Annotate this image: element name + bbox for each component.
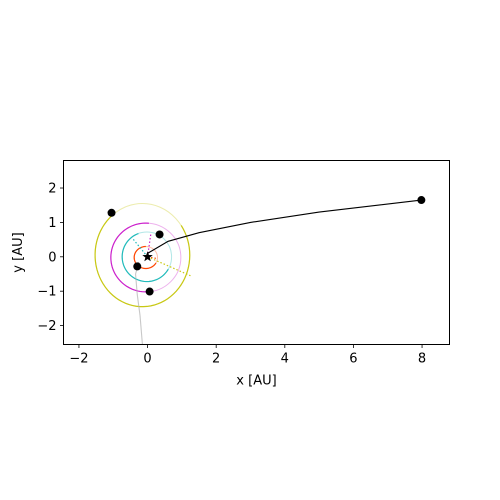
orbit-trail-3 — [94, 215, 191, 308]
x-tick-label: −2 — [69, 352, 88, 367]
orbit-trail-2 — [110, 222, 153, 293]
trajectory-4 — [147, 199, 422, 254]
x-tick-label: 2 — [212, 352, 220, 367]
y-tick-label: −2 — [37, 319, 56, 334]
y-tick-label: 2 — [48, 182, 56, 197]
plot-content — [94, 196, 426, 345]
planet-marker-6 — [155, 230, 164, 239]
x-tick-label: 0 — [143, 352, 151, 367]
x-tick-label: 4 — [281, 352, 289, 367]
planet-marker-2 — [145, 287, 154, 296]
axes-frame — [63, 160, 450, 345]
pericenter-line-1 — [131, 237, 149, 258]
y-tick-label: 0 — [48, 250, 56, 265]
star-marker — [142, 251, 153, 262]
planet-marker-4 — [417, 196, 426, 205]
x-tick-label: 6 — [349, 352, 357, 367]
x-tick-label: 8 — [418, 352, 426, 367]
y-tick-label: 1 — [48, 216, 56, 231]
orbit-trail-1 — [121, 232, 169, 283]
planet-marker-3 — [107, 208, 116, 217]
pericenter-line-3 — [147, 256, 191, 277]
plot-area — [94, 196, 426, 345]
pericenter-line-0 — [147, 256, 158, 260]
planet-marker-1 — [133, 262, 142, 271]
axes: −2 0 2 4 6 8 −2 −1 0 1 2 — [37, 160, 450, 367]
y-axis-label: y [AU] — [11, 232, 26, 272]
x-axis-label: x [AU] — [236, 374, 276, 389]
y-tick-label: −1 — [37, 285, 56, 300]
